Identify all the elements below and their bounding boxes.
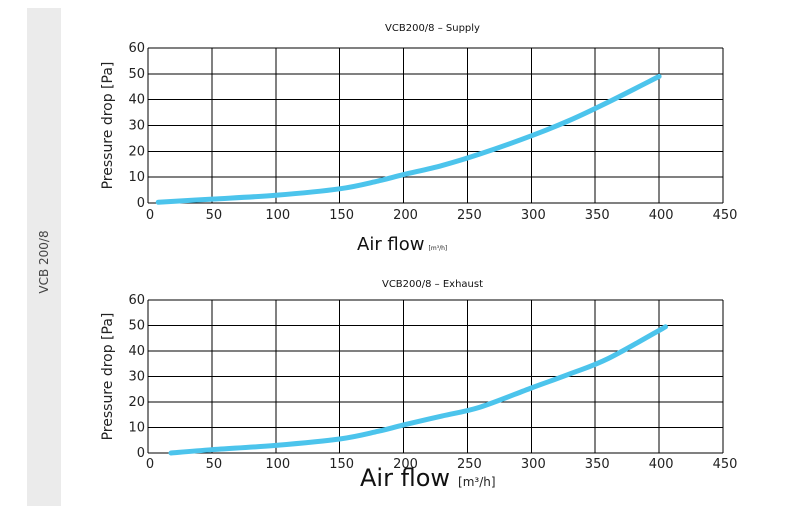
chart2-ylabel: Pressure drop [Pa] [100,313,116,441]
chart2-xtick-label: 0 [146,457,154,472]
chart2-xtick-label: 300 [521,457,546,472]
chart1-xtick-label: 300 [521,208,546,223]
chart2-ytick-label: 40 [128,344,145,359]
chart2-xunit: [m³/h] [458,475,496,489]
chart1-xlabel: Air flow [m³/h] [357,234,447,255]
chart1-ylabel: Pressure drop [Pa] [100,62,116,190]
chart2-ytick-label: 60 [128,293,145,308]
chart1-ytick-label: 10 [128,170,145,185]
chart2-xtick-label: 150 [329,457,354,472]
chart2-xtick-label: 250 [457,457,482,472]
side-band [27,8,61,506]
chart2-xtick-label: 450 [713,457,738,472]
chart2-ytick-label: 10 [128,421,145,436]
chart1-series-line [155,73,662,205]
chart2-xtick-label: 100 [265,457,290,472]
chart1-ytick-label: 0 [137,196,145,211]
chart1-xlabel-text: Air flow [357,234,425,255]
chart1-xtick-label: 250 [457,208,482,223]
chart1-ytick-label: 60 [128,41,145,56]
chart2-title: VCB200/8 – Exhaust [382,279,483,290]
chart2-ytick-label: 30 [128,370,145,385]
chart1-ytick-label: 30 [128,119,145,134]
chart2-ytick-label: 0 [137,446,145,461]
chart1-xtick-label: 150 [329,208,354,223]
chart2-series-line [168,324,668,456]
chart2-xlabel-text: Air flow [360,464,450,492]
chart1-ytick-label: 20 [128,144,145,159]
chart2-xtick-label: 400 [649,457,674,472]
chart1-xtick-label: 400 [649,208,674,223]
chart2-ytick-label: 50 [128,319,145,334]
chart2-xtick-label: 350 [585,457,610,472]
chart2-xtick-label: 50 [206,457,223,472]
chart1-title: VCB200/8 – Supply [385,23,480,34]
chart1-xunit: [m³/h] [429,245,448,252]
chart2-xlabel: Air flow [m³/h] [360,464,496,492]
chart1-xtick-label: 350 [585,208,610,223]
chart1-ytick-label: 50 [128,67,145,82]
chart1-xtick-label: 200 [393,208,418,223]
chart1-xtick-label: 450 [713,208,738,223]
chart2-xtick-label: 200 [393,457,418,472]
chart1-xtick-label: 100 [265,208,290,223]
chart2-ytick-label: 20 [128,395,145,410]
chart1-ytick-label: 40 [128,93,145,108]
chart1-xtick-label: 0 [146,208,154,223]
chart1-xtick-label: 50 [206,208,223,223]
